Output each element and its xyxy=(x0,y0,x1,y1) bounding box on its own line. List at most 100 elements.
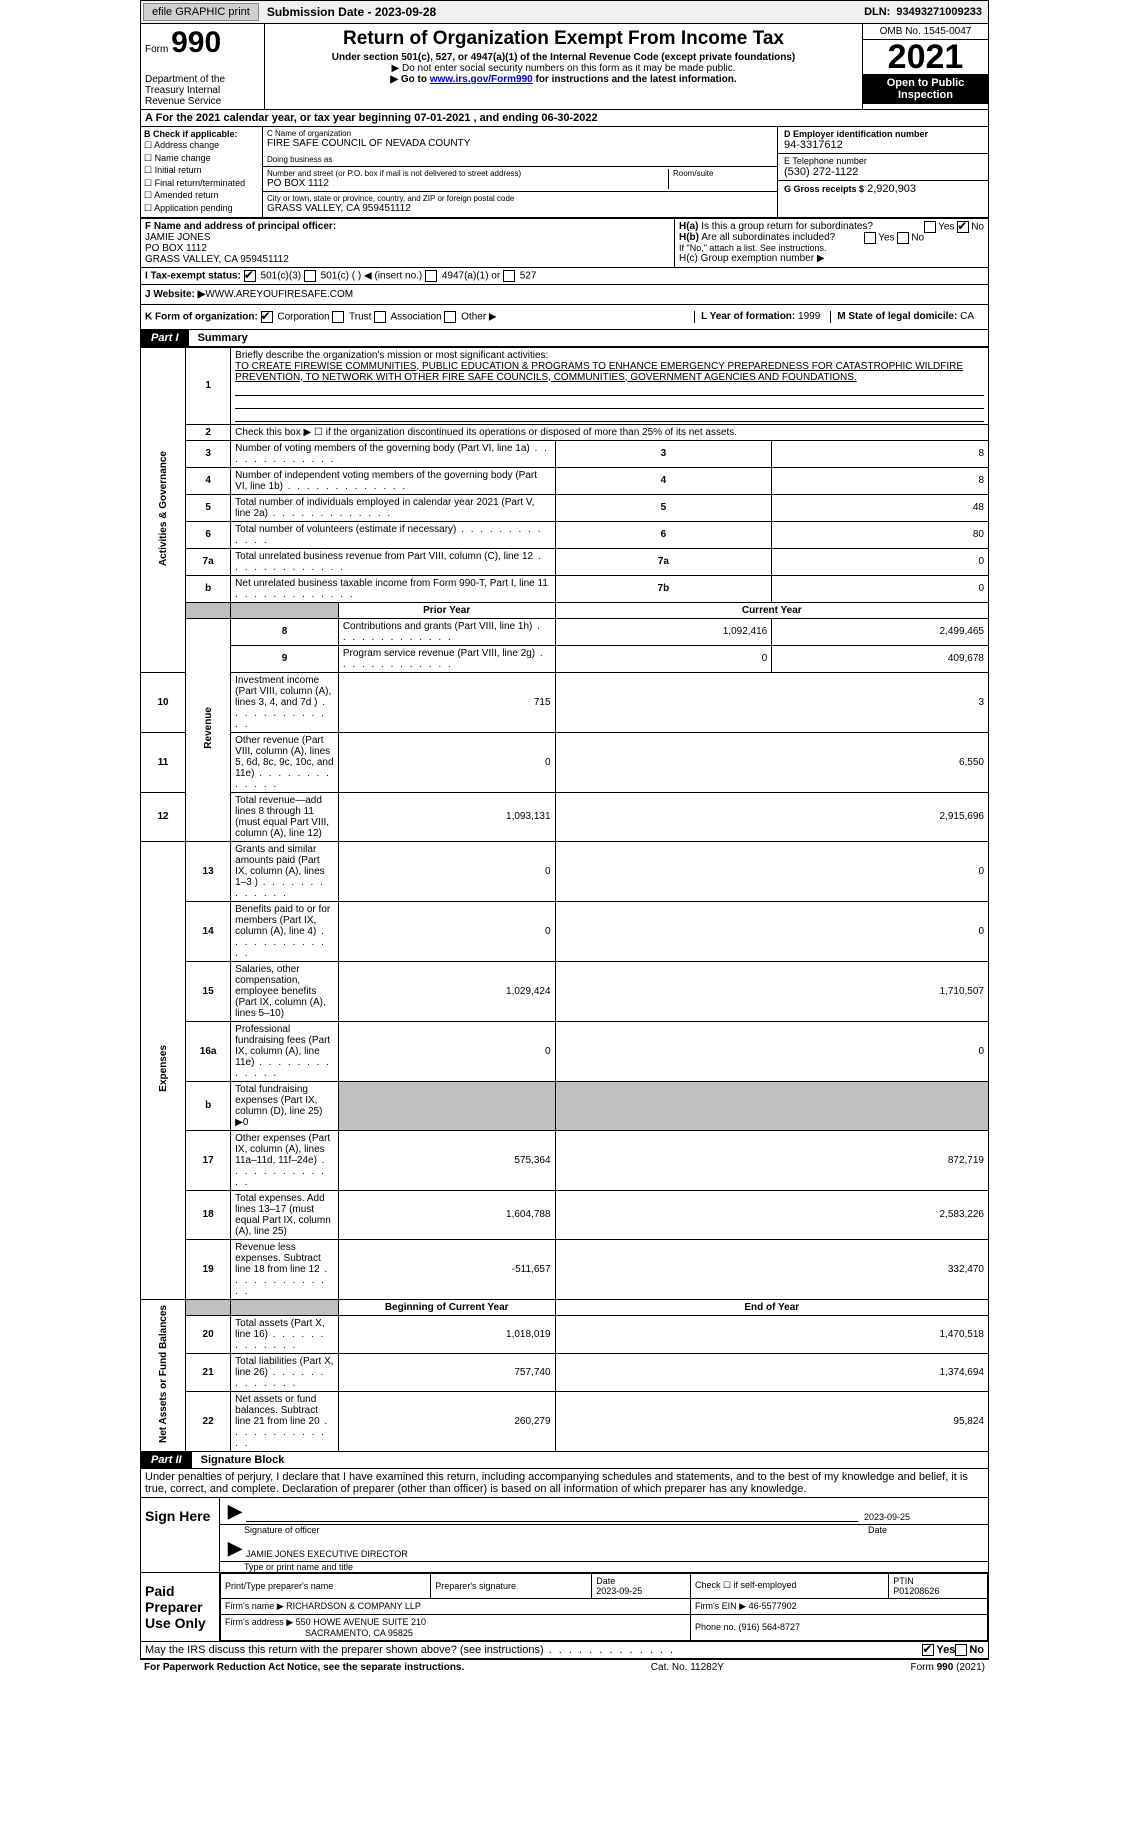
discuss-no: No xyxy=(969,1644,984,1656)
prep-check-lbl: Check ☐ if self-employed xyxy=(690,1573,888,1598)
Ha-yes-checkbox[interactable] xyxy=(924,221,936,233)
H-c: H(c) Group exemption number ▶ xyxy=(679,253,984,264)
ex19-n: 19 xyxy=(186,1239,231,1299)
tax-year-text: For the 2021 calendar year, or tax year … xyxy=(156,112,598,124)
efile-print-button[interactable]: efile GRAPHIC print xyxy=(143,3,259,21)
ex15-t: Salaries, other compensation, employee b… xyxy=(231,961,339,1021)
r7b-n: b xyxy=(186,575,231,602)
ex18-n: 18 xyxy=(186,1190,231,1239)
r3-n: 3 xyxy=(186,440,231,467)
I-lbl: I Tax-exempt status: xyxy=(145,270,241,281)
preparer-table: Print/Type preparer's name Preparer's si… xyxy=(220,1573,988,1641)
partI-num: Part I xyxy=(141,330,189,346)
discuss-q: May the IRS discuss this return with the… xyxy=(145,1644,922,1656)
ck-501c[interactable] xyxy=(304,270,316,282)
partII-num: Part II xyxy=(141,1452,192,1468)
Ha-no-checkbox[interactable] xyxy=(957,221,969,233)
curr-year-hdr: Current Year xyxy=(555,602,988,618)
ck-trust[interactable] xyxy=(332,311,344,323)
submission-date: Submission Date - 2023-09-28 xyxy=(261,3,442,21)
form-number: 990 xyxy=(171,26,221,59)
K-block: K Form of organization: Corporation Trus… xyxy=(145,311,694,323)
firm-addr-cell: Firm's address ▶ 550 HOWE AVENUE SUITE 2… xyxy=(221,1614,691,1640)
ck-initial[interactable]: ☐ Initial return xyxy=(144,164,259,177)
irs-form990-link[interactable]: www.irs.gov/Form990 xyxy=(430,74,533,85)
na20-t: Total assets (Part X, line 16) xyxy=(231,1315,339,1353)
r4-t: Number of independent voting members of … xyxy=(231,467,555,494)
firm-ein-lbl: Firm's EIN ▶ xyxy=(695,1601,746,1611)
Hb-yes-checkbox[interactable] xyxy=(864,232,876,244)
firm-phone-cell: Phone no. (916) 564-8727 xyxy=(690,1614,987,1640)
prep-date: 2023-09-25 xyxy=(596,1586,642,1596)
r7b-t: Net unrelated business taxable income fr… xyxy=(231,575,555,602)
rv12-t: Total revenue—add lines 8 through 11 (mu… xyxy=(231,792,339,841)
na21-t: Total liabilities (Part X, line 26) xyxy=(231,1353,339,1391)
ex16b-t: Total fundraising expenses (Part IX, col… xyxy=(231,1081,339,1130)
J-lbl: J Website: ▶ xyxy=(145,289,205,300)
discuss-no-checkbox[interactable] xyxy=(955,1644,967,1656)
discuss-yes-checkbox[interactable] xyxy=(922,1644,934,1656)
paid-preparer-block: Paid Preparer Use Only Print/Type prepar… xyxy=(140,1573,989,1642)
q2-cell: Check this box ▶ ☐ if the organization d… xyxy=(231,424,989,440)
org-name-field: C Name of organization FIRE SAFE COUNCIL… xyxy=(263,127,777,167)
na22-c: 95,824 xyxy=(555,1391,988,1451)
sig-arrow-icon: ▶ xyxy=(224,1501,246,1522)
prep-date-lbl: Date xyxy=(596,1576,615,1586)
ck-527[interactable] xyxy=(503,270,515,282)
q1-lbl: Briefly describe the organization's miss… xyxy=(235,350,548,361)
prep-date-cell: Date2023-09-25 xyxy=(592,1573,691,1598)
rv8-t: Contributions and grants (Part VIII, lin… xyxy=(338,618,555,645)
na21-p: 757,740 xyxy=(338,1353,555,1391)
ck-address[interactable]: ☐ Address change xyxy=(144,139,259,152)
L-lbl: L Year of formation: xyxy=(701,311,795,322)
ck-name[interactable]: ☐ Name change xyxy=(144,152,259,165)
phone-val: (530) 272-1122 xyxy=(784,166,982,178)
rv8-p: 1,092,416 xyxy=(555,618,772,645)
ck-assoc[interactable] xyxy=(374,311,386,323)
rv8-c: 2,499,465 xyxy=(772,618,989,645)
note2-post: for instructions and the latest informat… xyxy=(533,74,737,85)
ck-corp[interactable] xyxy=(261,311,273,323)
street-val: PO BOX 1112 xyxy=(267,178,668,189)
ex13-t: Grants and similar amounts paid (Part IX… xyxy=(231,841,339,901)
J-website: J Website: ▶ WWW.AREYOUFIRESAFE.COM xyxy=(141,284,988,304)
I-status: I Tax-exempt status: 501(c)(3) 501(c) ( … xyxy=(141,267,988,284)
opt-501c3: 501(c)(3) xyxy=(261,270,302,281)
footer-left: For Paperwork Reduction Act Notice, see … xyxy=(144,1662,464,1673)
firm-phone: (916) 564-8727 xyxy=(739,1622,801,1632)
rv10-n: 10 xyxy=(141,672,186,732)
r7b-box: 7b xyxy=(555,575,772,602)
ck-amended[interactable]: ☐ Amended return xyxy=(144,189,259,202)
tax-year: 2021 xyxy=(863,40,988,74)
Hb-no-checkbox[interactable] xyxy=(897,232,909,244)
opt-other: Other ▶ xyxy=(461,311,496,322)
ck-final[interactable]: ☐ Final return/terminated xyxy=(144,177,259,190)
B-label: B Check if applicable: xyxy=(144,129,259,139)
ein-val: 94-3317612 xyxy=(784,139,982,151)
r6-box: 6 xyxy=(555,521,772,548)
firm-name: RICHARDSON & COMPANY LLP xyxy=(286,1601,421,1611)
ex16a-p: 0 xyxy=(338,1021,555,1081)
ck-application[interactable]: ☐ Application pending xyxy=(144,202,259,215)
page-footer: For Paperwork Reduction Act Notice, see … xyxy=(140,1659,989,1675)
partI-title: Summary xyxy=(192,332,248,344)
r3-v: 8 xyxy=(772,440,989,467)
org-name-val: FIRE SAFE COUNCIL OF NEVADA COUNTY xyxy=(267,138,773,149)
sign-body: ▶ 2023-09-25 Signature of officer Date ▶… xyxy=(220,1498,988,1572)
r7b-v: 0 xyxy=(772,575,989,602)
ck-501c3[interactable] xyxy=(244,270,256,282)
beg-year-hdr: Beginning of Current Year xyxy=(338,1299,555,1315)
ex16a-n: 16a xyxy=(186,1021,231,1081)
opt-trust: Trust xyxy=(349,311,371,322)
gross-val: 2,920,903 xyxy=(867,183,916,195)
F-name: JAMIE JONES xyxy=(145,232,670,243)
ck-other[interactable] xyxy=(444,311,456,323)
na21-c: 1,374,694 xyxy=(555,1353,988,1391)
header-middle: Return of Organization Exempt From Incom… xyxy=(265,24,862,109)
side-activities: Activities & Governance xyxy=(141,347,186,672)
firm-addr1: 550 HOWE AVENUE SUITE 210 xyxy=(296,1617,426,1627)
r5-v: 48 xyxy=(772,494,989,521)
ck-4947[interactable] xyxy=(425,270,437,282)
header-left: Form 990 Department of the Treasury Inte… xyxy=(141,24,265,109)
ex17-p: 575,364 xyxy=(338,1130,555,1190)
